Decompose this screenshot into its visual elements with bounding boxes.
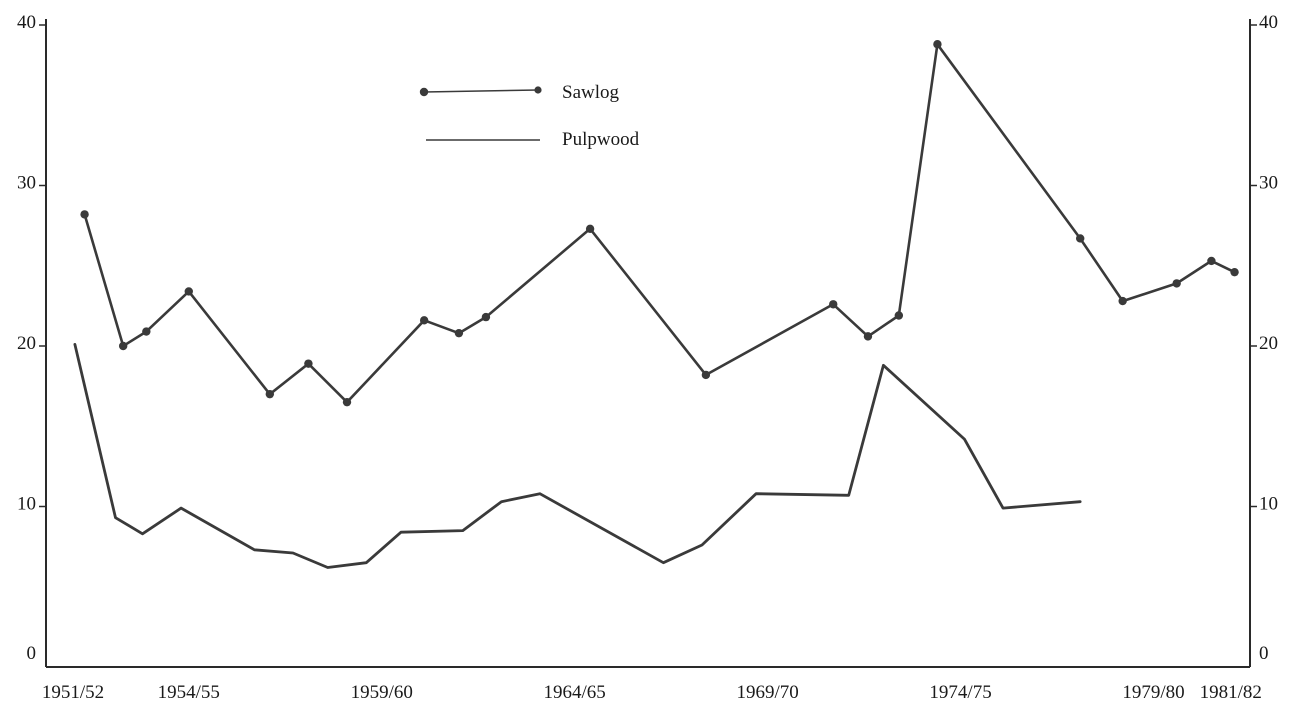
series-line-sawlog (83, 42, 1236, 404)
data-point-sawlog (701, 370, 711, 380)
y-tick-label-right: 40 (1259, 12, 1278, 33)
data-point-sawlog (1230, 267, 1239, 277)
x-tick-label: 1954/55 (158, 682, 220, 701)
x-tick-label: 1981/82 (1200, 682, 1262, 701)
data-point-sawlog (142, 327, 151, 336)
data-point-sawlog (304, 359, 313, 368)
data-point-sawlog (454, 328, 464, 338)
legend-marker-sawlog (534, 86, 542, 94)
y-tick-label-left: 0 (27, 643, 37, 664)
x-tick-label: 1979/80 (1122, 682, 1184, 701)
data-point-sawlog (265, 389, 275, 399)
y-tick-label-right: 10 (1259, 494, 1278, 515)
series-sawlog (80, 40, 1239, 407)
legend-swatch-sawlog (423, 89, 539, 93)
legend-label-sawlog: Sawlog (562, 82, 620, 103)
y-tick-label-right: 20 (1259, 333, 1278, 354)
data-point-sawlog (585, 224, 595, 234)
y-tick-label-left: 40 (17, 12, 36, 33)
series-layer (73, 40, 1239, 569)
y-tick-label-left: 20 (17, 333, 36, 354)
y-tick-label-right: 0 (1259, 643, 1269, 664)
data-point-sawlog (829, 300, 838, 309)
x-tick-label: 1951/52 (42, 682, 104, 701)
legend-label-pulpwood: Pulpwood (562, 129, 640, 150)
data-point-sawlog (863, 332, 873, 341)
data-point-sawlog (1118, 296, 1127, 306)
y-tick-label-left: 30 (17, 173, 36, 194)
x-tick-label: 1969/70 (736, 682, 798, 701)
x-tick-label: 1974/75 (929, 682, 991, 701)
data-point-sawlog (1076, 234, 1085, 243)
series-pulpwood (73, 342, 1082, 569)
data-point-sawlog (894, 311, 904, 320)
data-point-sawlog (481, 312, 491, 322)
legend-item-pulpwood: Pulpwood (426, 129, 640, 150)
x-tick-label: 1964/65 (544, 682, 606, 701)
data-point-sawlog (80, 210, 89, 219)
series-line-pulpwood (73, 342, 1082, 569)
legend: Sawlog Pulpwood (419, 82, 640, 150)
y-tick-label-right: 30 (1259, 173, 1278, 194)
data-point-sawlog (184, 287, 193, 296)
data-point-sawlog (342, 397, 352, 407)
data-point-sawlog (419, 316, 429, 325)
data-point-sawlog (1172, 279, 1181, 288)
y-tick-label-left: 10 (17, 494, 36, 515)
data-point-sawlog (1207, 256, 1216, 266)
legend-item-sawlog: Sawlog (419, 82, 620, 103)
data-point-sawlog (933, 40, 942, 49)
data-point-sawlog (118, 341, 128, 351)
axes: 0 10 20 30 40 0 10 20 30 40 1951/52 1954/55 1959/60 1… (17, 12, 1278, 701)
x-tick-label: 1959/60 (351, 682, 413, 701)
legend-marker-sawlog (419, 87, 429, 97)
